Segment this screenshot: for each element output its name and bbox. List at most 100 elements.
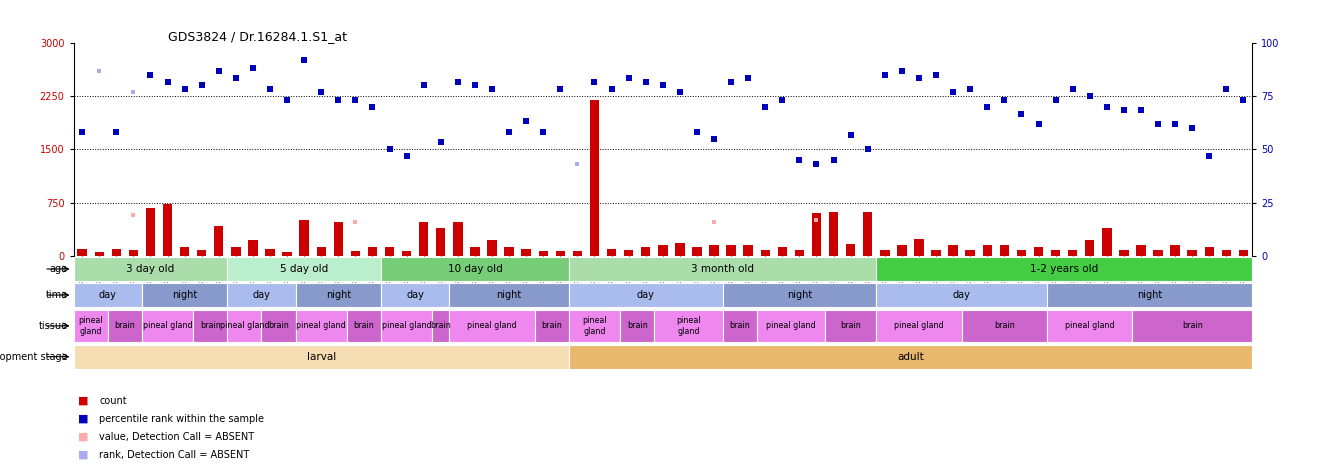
Bar bbox=[961, 310, 1047, 342]
Point bbox=[1233, 96, 1255, 103]
Bar bbox=[368, 247, 378, 256]
Bar bbox=[624, 250, 633, 256]
Point bbox=[396, 153, 418, 160]
Bar bbox=[761, 250, 770, 256]
Point bbox=[260, 85, 281, 93]
Bar bbox=[1205, 247, 1214, 256]
Point bbox=[670, 89, 691, 96]
Bar bbox=[197, 250, 206, 256]
Bar bbox=[1119, 249, 1129, 256]
Point bbox=[738, 74, 759, 82]
Bar bbox=[432, 310, 450, 342]
Bar bbox=[248, 240, 257, 256]
Point bbox=[1165, 120, 1186, 128]
Bar bbox=[897, 245, 907, 256]
Point bbox=[771, 96, 793, 103]
Bar bbox=[450, 310, 534, 342]
Bar bbox=[538, 251, 548, 256]
Text: day: day bbox=[99, 290, 116, 300]
Text: adult: adult bbox=[897, 352, 924, 362]
Point bbox=[943, 89, 964, 96]
Bar bbox=[1133, 310, 1252, 342]
Bar bbox=[453, 222, 462, 256]
Text: ■: ■ bbox=[78, 395, 88, 406]
Bar bbox=[795, 250, 805, 256]
Point bbox=[123, 89, 145, 96]
Point bbox=[191, 82, 213, 89]
Point bbox=[925, 71, 947, 78]
Bar bbox=[265, 249, 274, 256]
Text: brain: brain bbox=[1182, 321, 1202, 330]
Bar bbox=[296, 283, 382, 307]
Bar bbox=[876, 310, 961, 342]
Bar bbox=[437, 228, 446, 256]
Point bbox=[1079, 92, 1101, 100]
Bar bbox=[1000, 245, 1010, 256]
Bar bbox=[1153, 249, 1162, 256]
Bar bbox=[876, 257, 1252, 281]
Bar bbox=[402, 251, 411, 256]
Point bbox=[344, 218, 366, 226]
Bar bbox=[382, 283, 450, 307]
Text: night: night bbox=[171, 290, 197, 300]
Text: pineal gland: pineal gland bbox=[1065, 321, 1114, 330]
Bar bbox=[74, 310, 108, 342]
Text: night: night bbox=[787, 290, 811, 300]
Point bbox=[806, 160, 828, 167]
Text: rank, Detection Call = ABSENT: rank, Detection Call = ABSENT bbox=[99, 449, 249, 460]
Point bbox=[1181, 124, 1202, 132]
Point bbox=[71, 128, 92, 136]
Bar bbox=[727, 245, 736, 256]
Text: tissue: tissue bbox=[39, 321, 68, 331]
Point bbox=[840, 131, 861, 139]
Bar bbox=[778, 247, 787, 256]
Bar bbox=[723, 310, 757, 342]
Point bbox=[123, 211, 145, 219]
Text: ■: ■ bbox=[78, 413, 88, 424]
Text: brain: brain bbox=[353, 321, 375, 330]
Text: pineal gland: pineal gland bbox=[220, 321, 269, 330]
Point bbox=[976, 103, 998, 110]
Text: pineal
gland: pineal gland bbox=[676, 316, 700, 336]
Bar bbox=[419, 222, 428, 256]
Bar bbox=[829, 212, 838, 256]
Bar bbox=[261, 310, 296, 342]
Point bbox=[549, 85, 570, 93]
Bar bbox=[569, 257, 876, 281]
Point bbox=[516, 117, 537, 125]
Bar bbox=[880, 249, 889, 256]
Point bbox=[960, 85, 981, 93]
Text: brain: brain bbox=[200, 321, 221, 330]
Point bbox=[1062, 85, 1083, 93]
Bar bbox=[384, 246, 394, 256]
Point bbox=[447, 78, 469, 85]
Bar bbox=[382, 257, 569, 281]
Point bbox=[1148, 120, 1169, 128]
Point bbox=[874, 71, 896, 78]
Bar bbox=[556, 251, 565, 256]
Text: brain: brain bbox=[430, 321, 451, 330]
Bar bbox=[179, 247, 189, 256]
Point bbox=[174, 85, 195, 93]
Text: 5 day old: 5 day old bbox=[280, 264, 328, 274]
Text: night: night bbox=[497, 290, 522, 300]
Bar bbox=[146, 208, 155, 256]
Text: pineal gland: pineal gland bbox=[143, 321, 193, 330]
Bar bbox=[723, 283, 876, 307]
Bar bbox=[620, 310, 655, 342]
Bar bbox=[228, 283, 296, 307]
Point bbox=[481, 85, 502, 93]
Bar bbox=[1102, 228, 1111, 256]
Bar bbox=[382, 310, 432, 342]
Text: GDS3824 / Dr.16284.1.S1_at: GDS3824 / Dr.16284.1.S1_at bbox=[167, 30, 347, 43]
Bar bbox=[1170, 245, 1180, 256]
Point bbox=[908, 74, 929, 82]
Bar bbox=[641, 247, 651, 256]
Text: brain: brain bbox=[627, 321, 648, 330]
Bar bbox=[228, 257, 382, 281]
Point bbox=[498, 128, 520, 136]
Point bbox=[703, 218, 724, 226]
Point bbox=[584, 78, 605, 85]
Point bbox=[1198, 153, 1220, 160]
Bar bbox=[864, 212, 873, 256]
